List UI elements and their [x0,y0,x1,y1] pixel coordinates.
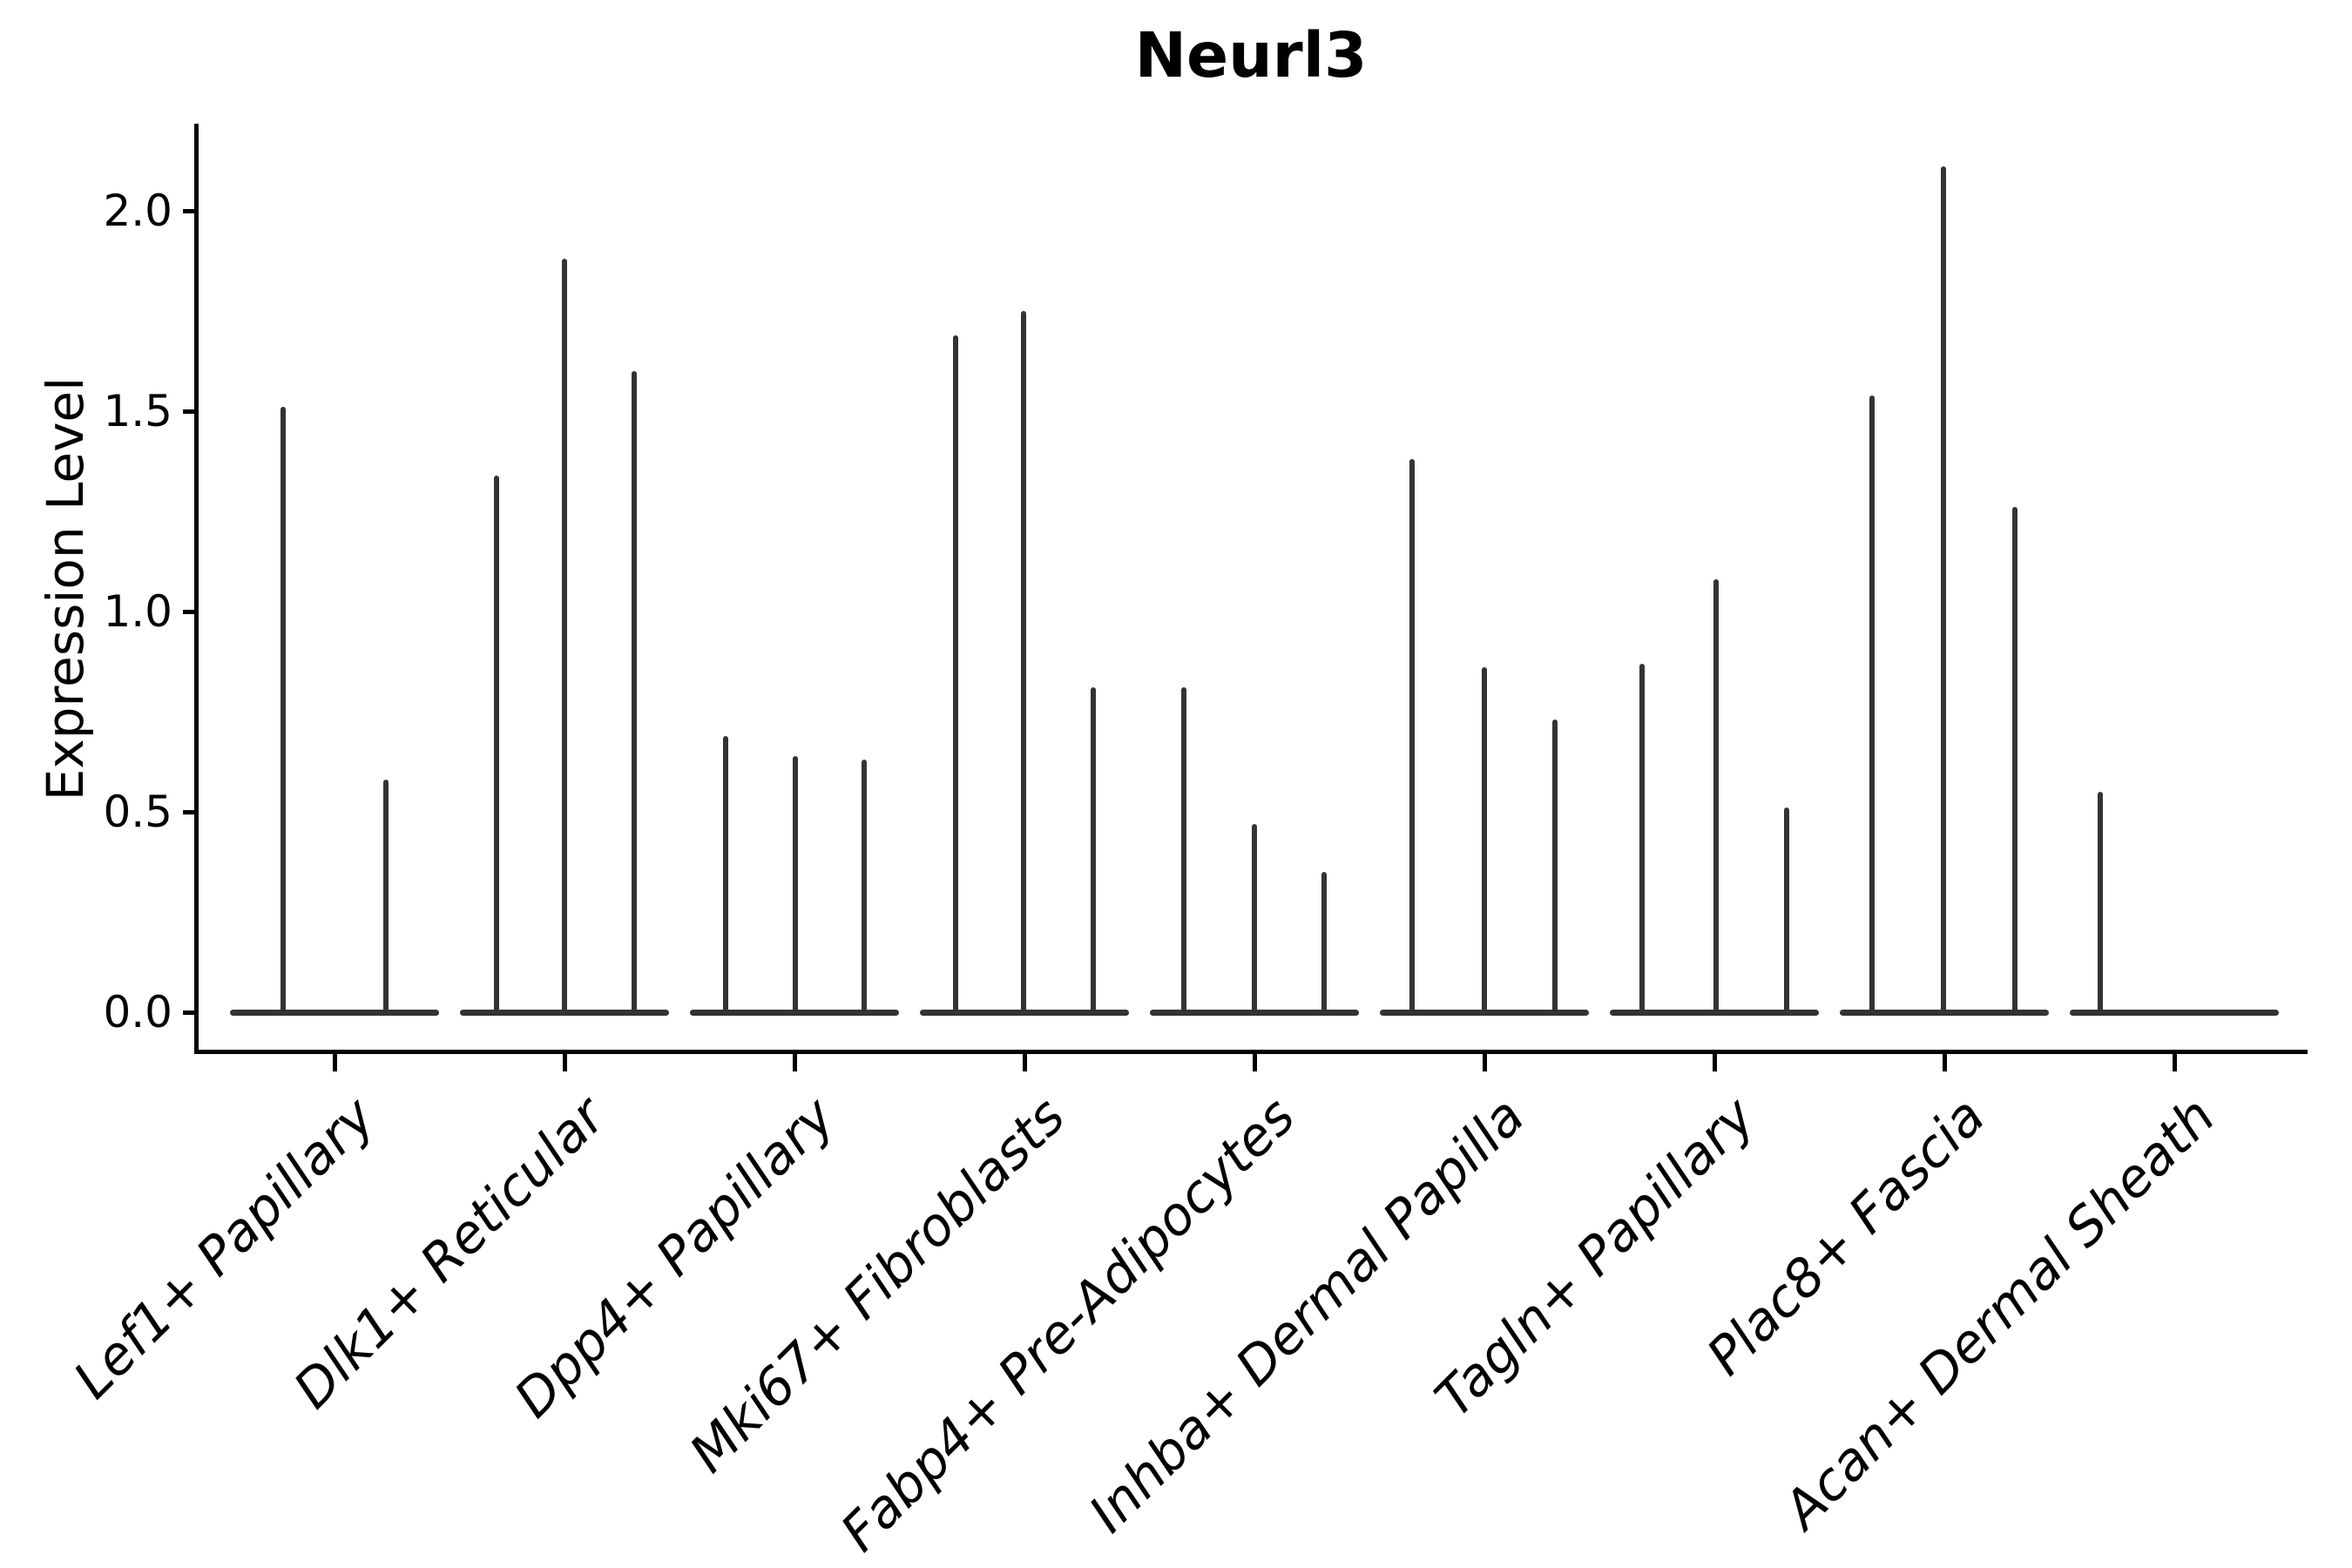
violin-spike [494,475,499,1012]
violin-spike [2012,507,2017,1012]
violin-spike [1639,663,1645,1012]
violin-spike [953,335,958,1012]
x-category-label: Fabp4+ Pre-Adipocytes [828,1085,1308,1564]
y-tick-label: 0.5 [103,787,172,837]
x-tick-mark [1482,1054,1487,1071]
y-tick-mark [183,809,194,814]
violin-baseline [1840,1009,2049,1016]
violin-spike [1941,166,1946,1012]
violin-spike [1321,872,1327,1012]
violin-baseline [1150,1009,1359,1016]
violin-spike [1482,667,1487,1012]
violin-baseline [920,1009,1129,1016]
y-tick-mark [183,609,194,614]
violin-spike [862,760,867,1012]
x-tick-mark [332,1054,337,1071]
x-tick-mark [2172,1054,2177,1071]
x-category-label: Inhba+ Dermal Papilla [1078,1085,1538,1545]
x-category-label: Mki67+ Fibroblasts [678,1085,1078,1485]
y-tick-label: 0.0 [103,987,172,1037]
x-tick-mark [1712,1054,1717,1071]
violin-spike [1409,459,1415,1012]
violin-spike [383,780,389,1012]
violin-spike [1091,687,1096,1012]
y-tick-mark [183,409,194,414]
x-tick-mark [1252,1054,1257,1071]
violin-spike [793,755,798,1012]
x-tick-mark [1942,1054,1947,1071]
x-tick-mark [1022,1054,1027,1071]
y-tick-mark [183,208,194,213]
violin-spike [1784,808,1789,1012]
violin-spike [562,259,567,1012]
violin-spike [632,371,637,1012]
violin-spike [1713,579,1719,1012]
violin-baseline [230,1009,439,1016]
x-category-label: Acan+ Dermal Sheath [1772,1085,2227,1541]
violin-baseline [1610,1009,1819,1016]
x-tick-mark [792,1054,797,1071]
violin-spike [723,735,728,1012]
violin-spike [1252,823,1257,1012]
violin-spike [1021,311,1026,1012]
y-tick-mark [183,1010,194,1015]
y-tick-label: 1.0 [103,586,172,637]
violin-spike [1552,720,1558,1012]
y-tick-label: 1.5 [103,386,172,436]
plot-area [194,124,2308,1054]
violin-baseline [2070,1009,2279,1016]
violin-spike [280,407,286,1012]
violin-spike [1181,687,1186,1012]
violin-baseline [460,1009,669,1016]
violin-spike [1869,395,1875,1012]
violin-spike [2098,792,2103,1012]
chart-title: Neurl3 [1134,19,1368,91]
violin-baseline [1380,1009,1589,1016]
x-tick-mark [562,1054,567,1071]
y-tick-label: 2.0 [103,186,172,236]
violin-baseline [690,1009,899,1016]
